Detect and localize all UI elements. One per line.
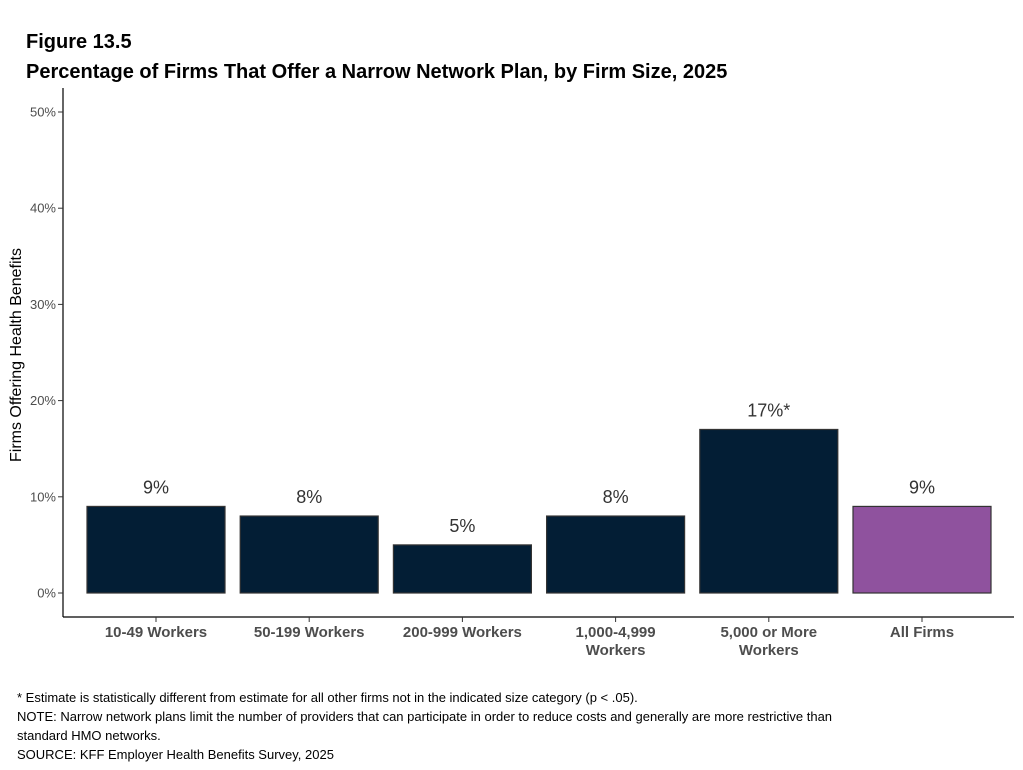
- y-tick-label: 20%: [30, 393, 56, 408]
- bar: [699, 428, 839, 594]
- y-tick-label: 40%: [30, 201, 56, 216]
- x-tick-label: 200-999 Workers: [403, 624, 522, 641]
- y-tick-label: 30%: [30, 297, 56, 312]
- bar: [852, 505, 992, 594]
- x-tick-label: 10-49 Workers: [105, 624, 207, 641]
- y-tick-label: 10%: [30, 489, 56, 504]
- x-tick-label: Workers: [586, 642, 646, 659]
- footnote-note-cont: standard HMO networks.: [17, 728, 161, 743]
- y-tick-label: 0%: [37, 586, 56, 601]
- chart-title: Percentage of Firms That Offer a Narrow …: [26, 61, 728, 83]
- y-tick-label: 50%: [30, 105, 56, 120]
- bar: [392, 544, 532, 594]
- bars: [86, 428, 992, 594]
- data-label: 9%: [909, 477, 935, 497]
- figure-label: Figure 13.5: [26, 31, 132, 53]
- data-labels: 9% 8% 5% 8% 17%* 9%: [143, 400, 935, 535]
- data-label: 5%: [449, 516, 475, 536]
- y-axis-label: Firms Offering Health Benefits: [8, 248, 25, 462]
- bar-chart: 0% 10% 20% 30% 40% 50% 10-49 Workers 50-199 Wo…: [8, 88, 1014, 659]
- y-axis: 0% 10% 20% 30% 40% 50%: [30, 88, 64, 617]
- x-tick-label: 1,000-4,999: [576, 624, 656, 641]
- x-tick-label: Workers: [739, 642, 799, 659]
- data-label: 8%: [296, 487, 322, 507]
- x-tick-label: 5,000 or More: [720, 624, 817, 641]
- footnote-source: SOURCE: KFF Employer Health Benefits Sur…: [17, 747, 334, 762]
- footnote-significance: * Estimate is statistically different fr…: [17, 690, 638, 705]
- x-tick-label: 50-199 Workers: [254, 624, 365, 641]
- footnotes: * Estimate is statistically different fr…: [17, 688, 1007, 764]
- bar: [86, 505, 226, 594]
- data-label: 9%: [143, 477, 169, 497]
- x-axis: 10-49 Workers 50-199 Workers 200-999 Worke…: [63, 616, 1014, 659]
- data-label: 17%*: [747, 400, 790, 420]
- bar: [545, 515, 686, 594]
- x-tick-label: All Firms: [890, 624, 954, 641]
- footnote-note: NOTE: Narrow network plans limit the num…: [17, 709, 833, 724]
- data-label: 8%: [603, 487, 629, 507]
- bar: [239, 515, 379, 594]
